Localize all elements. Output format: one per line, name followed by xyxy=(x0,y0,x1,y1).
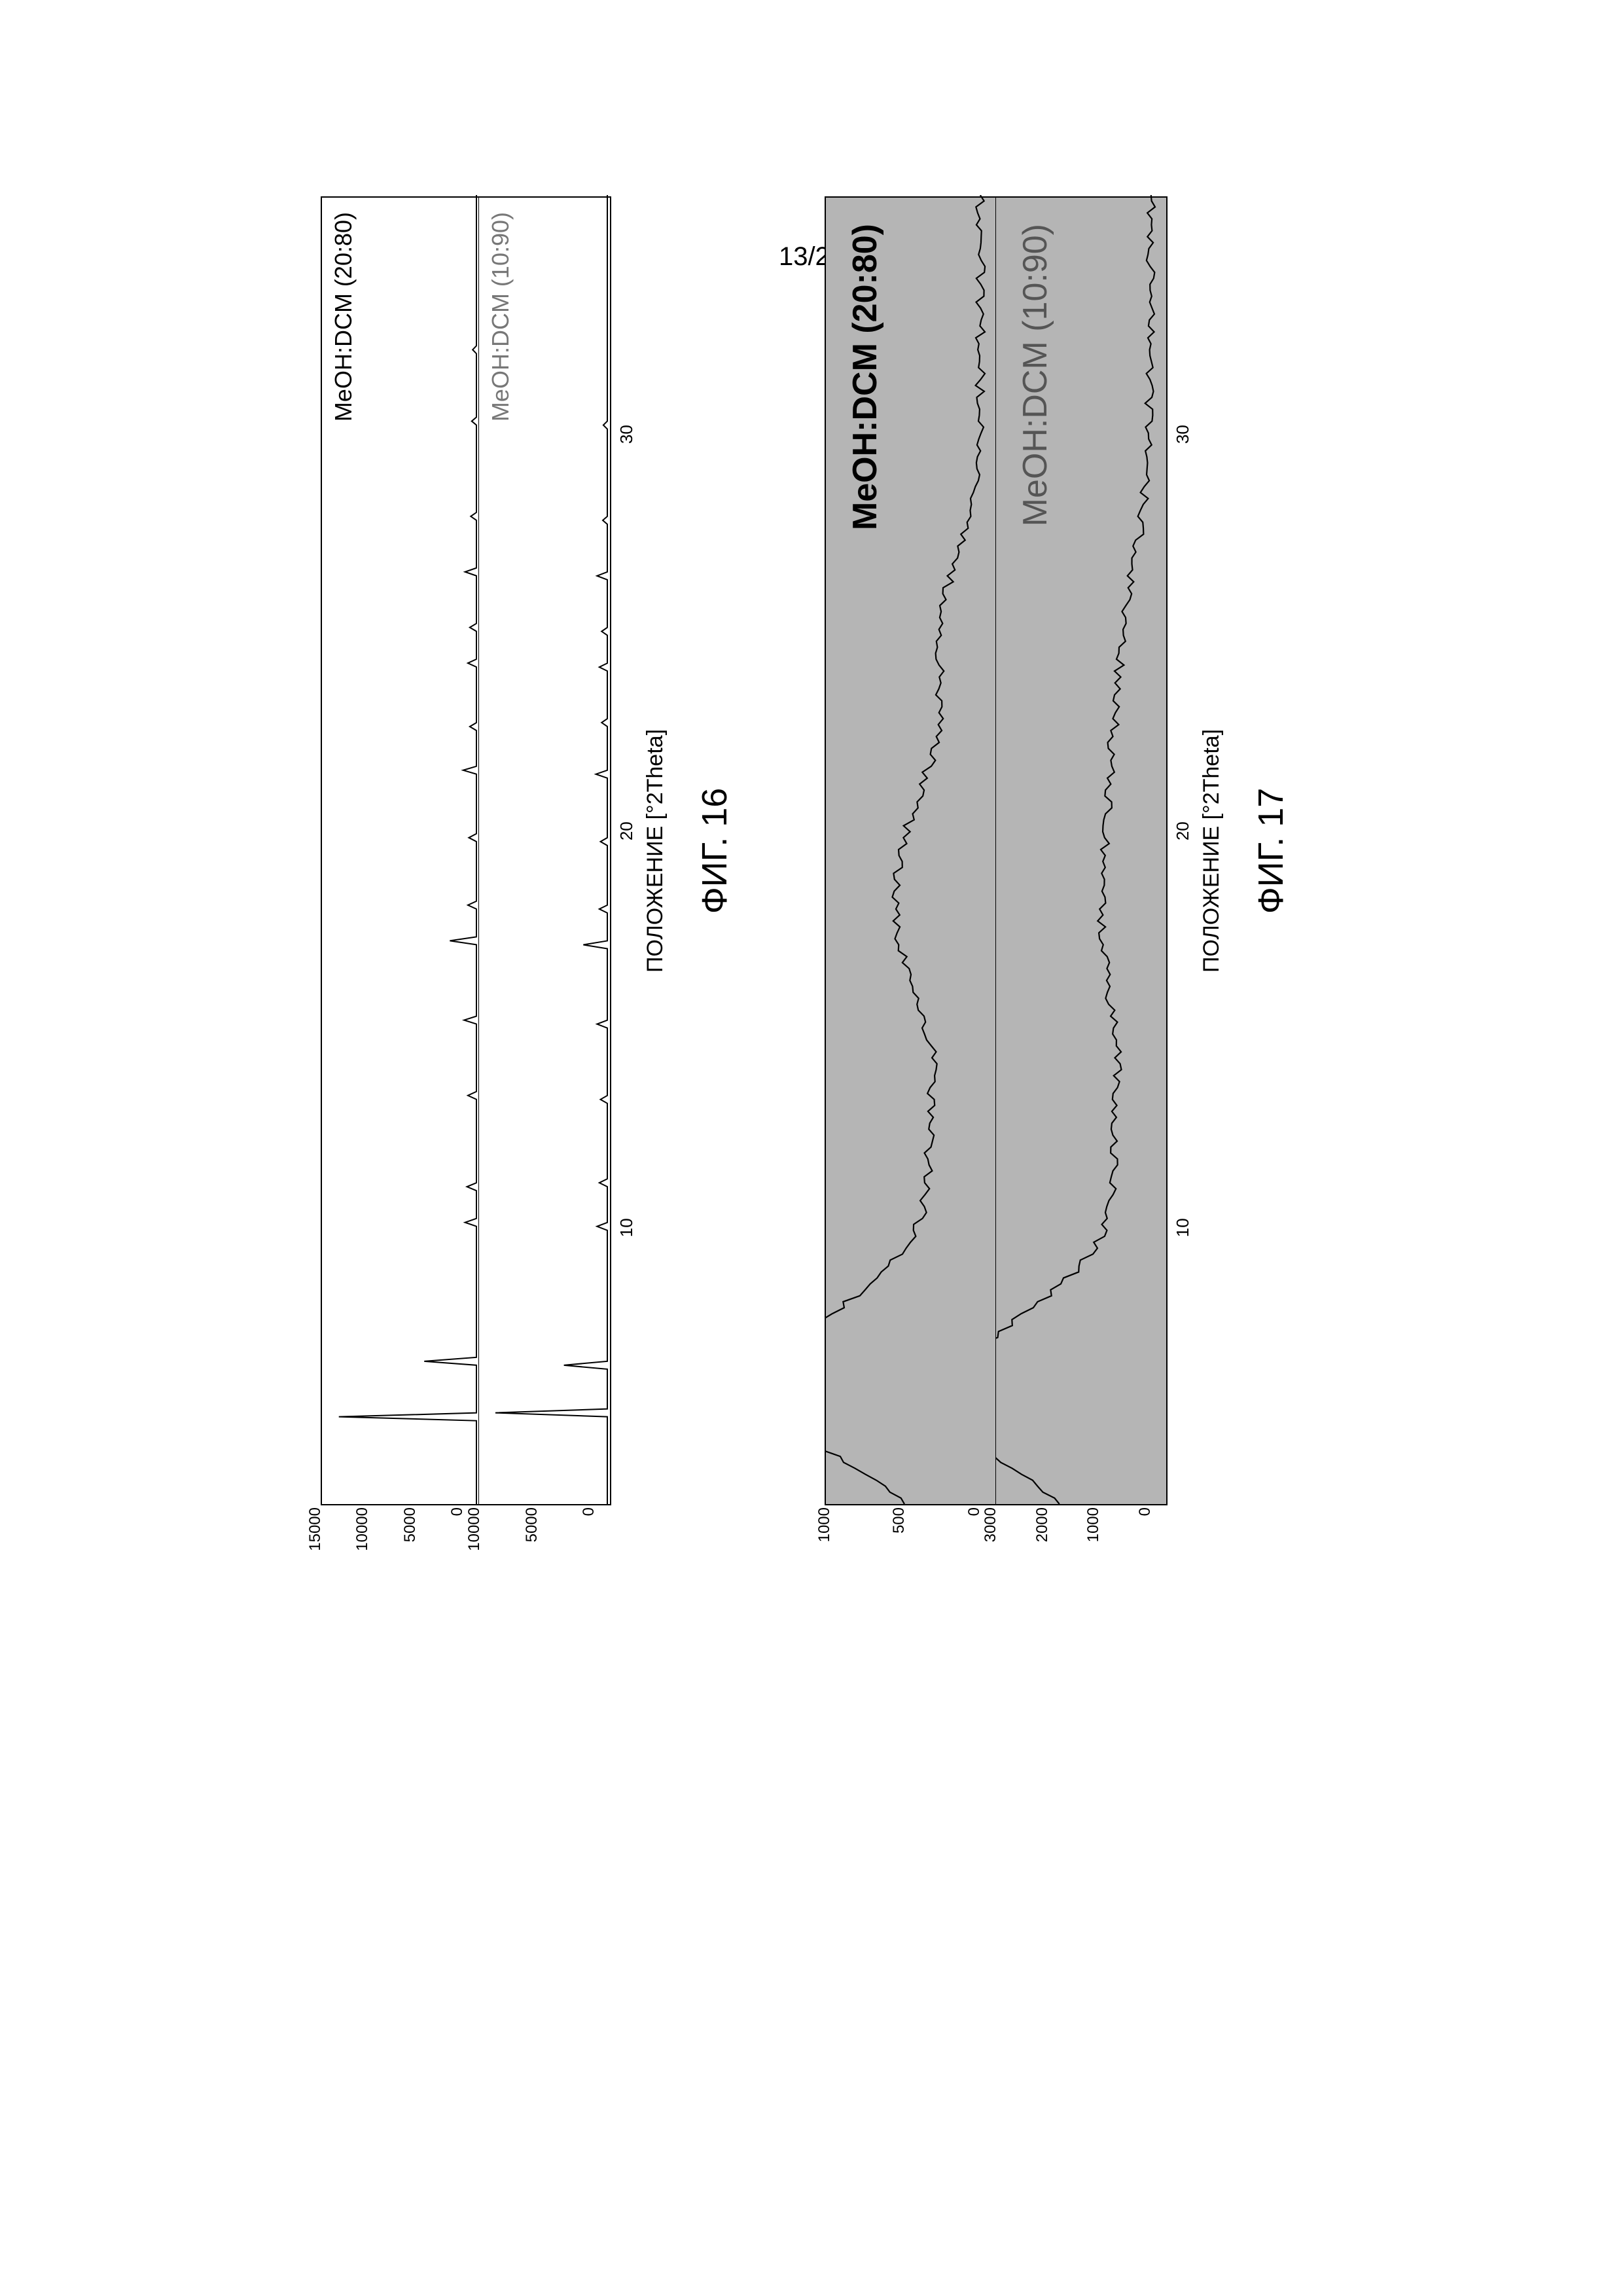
y-tick-label: 2000 xyxy=(1033,1507,1052,1576)
panel-series-label: MeOH:DCM (10:90) xyxy=(487,212,514,422)
y-tick-label: 1000 xyxy=(1084,1507,1103,1576)
y-tick-label: 0 xyxy=(580,1507,598,1576)
x-tick-label: 10 xyxy=(1173,1218,1193,1237)
fig17-x-axis: 10 20 30 ПОЛОЖЕНИЕ [°2Theta] xyxy=(1173,196,1224,1505)
y-axis-ticks: 050001000015000 xyxy=(322,1507,478,1576)
y-tick-label: 5000 xyxy=(523,1507,541,1576)
y-tick-label: 5000 xyxy=(401,1507,419,1576)
y-axis-ticks: 0100020003000 xyxy=(996,1507,1166,1576)
y-tick-label: 15000 xyxy=(306,1507,325,1576)
figure-17: 05001000MeOH:DCM (20:80)0100020003000MeO… xyxy=(825,196,1291,1577)
fig17-x-label: ПОЛОЖЕНИЕ [°2Theta] xyxy=(1199,196,1224,1505)
fig17-caption: ФИГ. 17 xyxy=(1251,196,1291,1505)
x-tick-label: 30 xyxy=(1173,425,1193,444)
x-tick-label: 10 xyxy=(616,1218,637,1237)
x-tick-label: 20 xyxy=(616,821,637,840)
y-tick-label: 0 xyxy=(448,1507,467,1576)
figure-16: 050001000015000MeOH:DCM (20:80)050001000… xyxy=(321,196,735,1577)
y-tick-label: 10000 xyxy=(465,1507,484,1576)
chart-subpanel: 0100020003000MeOH:DCM (10:90) xyxy=(996,198,1166,1504)
panel-series-label: MeOH:DCM (20:80) xyxy=(330,212,357,422)
y-axis-ticks: 05001000 xyxy=(826,1507,995,1576)
figures-container: 050001000015000MeOH:DCM (20:80)050001000… xyxy=(321,137,1302,1577)
y-tick-label: 500 xyxy=(890,1507,908,1576)
panel-series-label: MeOH:DCM (20:80) xyxy=(846,224,885,530)
chart-subpanel: 050001000015000MeOH:DCM (20:80) xyxy=(322,198,479,1504)
chart-subpanel: 0500010000MeOH:DCM (10:90) xyxy=(479,198,610,1504)
y-tick-label: 1000 xyxy=(815,1507,834,1576)
panel-series-label: MeOH:DCM (10:90) xyxy=(1016,224,1055,526)
fig16-chart-frame: 050001000015000MeOH:DCM (20:80)050001000… xyxy=(321,196,611,1505)
fig16-x-label: ПОЛОЖЕНИЕ [°2Theta] xyxy=(643,196,668,1505)
y-tick-label: 3000 xyxy=(982,1507,1000,1576)
x-tick-label: 30 xyxy=(616,425,637,444)
y-axis-ticks: 0500010000 xyxy=(479,1507,610,1576)
fig17-chart-frame: 05001000MeOH:DCM (20:80)0100020003000MeO… xyxy=(825,196,1168,1505)
fig16-x-axis: 10 20 30 ПОЛОЖЕНИЕ [°2Theta] xyxy=(616,196,668,1505)
chart-subpanel: 05001000MeOH:DCM (20:80) xyxy=(826,198,996,1504)
y-tick-label: 0 xyxy=(1136,1507,1154,1576)
x-tick-label: 20 xyxy=(1173,821,1193,840)
y-tick-label: 10000 xyxy=(353,1507,372,1576)
fig16-caption: ФИГ. 16 xyxy=(694,196,735,1505)
